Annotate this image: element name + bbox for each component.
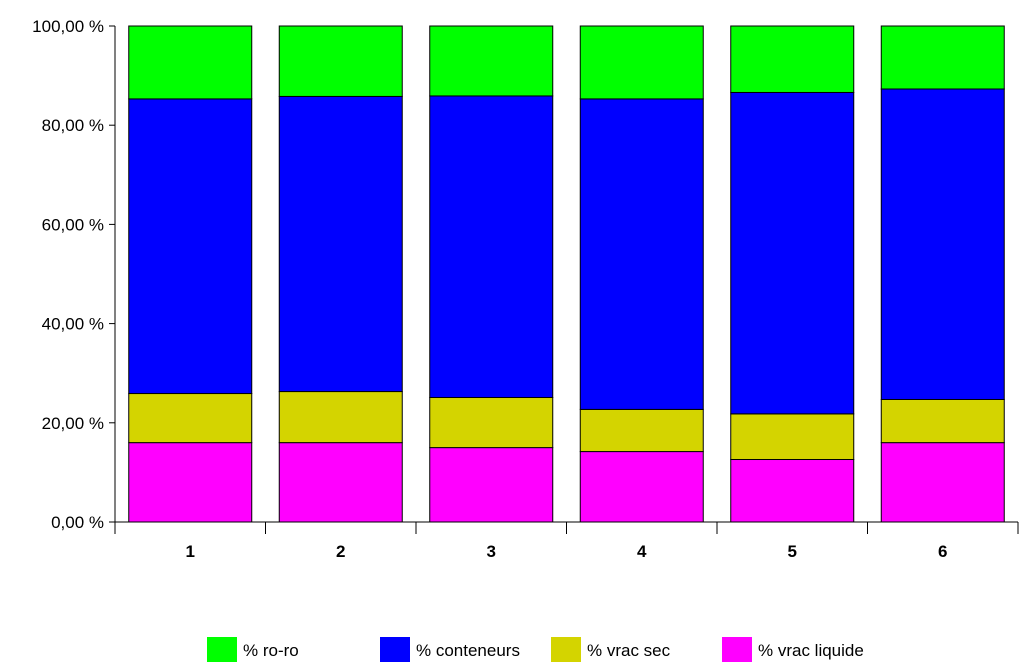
y-tick-label: 80,00 % — [42, 116, 104, 135]
bar-segment — [278, 95, 403, 393]
bar-segment — [128, 442, 253, 523]
x-tick-label: 4 — [637, 542, 647, 561]
bar-segment — [278, 442, 403, 523]
legend-swatch — [722, 637, 752, 662]
bar-segment — [579, 408, 704, 453]
bar-segment — [429, 397, 554, 449]
bar-segment — [579, 25, 704, 100]
bar-segment — [429, 25, 554, 97]
bar-segment — [880, 442, 1005, 523]
y-tick-label: 0,00 % — [51, 513, 104, 532]
legend-label: % vrac liquide — [758, 641, 864, 660]
x-tick-label: 3 — [487, 542, 496, 561]
bar-segment — [128, 98, 253, 395]
axes-layer: 0,00 % 20,00 % 40,00 % 60,00 % 80,00 % 100,00… — [32, 17, 1019, 561]
bar-segment — [880, 25, 1005, 90]
x-tick-label: 5 — [788, 542, 797, 561]
bars-layer — [128, 25, 1005, 523]
legend: % ro-ro % conteneurs % vrac sec % vrac liqu… — [207, 637, 864, 662]
bar-segment — [278, 391, 403, 444]
bar-segment — [579, 451, 704, 523]
bar-segment — [880, 398, 1005, 444]
y-tick-label: 20,00 % — [42, 414, 104, 433]
legend-label: % vrac sec — [587, 641, 671, 660]
legend-label: % ro-ro — [243, 641, 299, 660]
bar-segment — [730, 459, 855, 523]
bar-segment — [278, 25, 403, 97]
bar-segment — [730, 91, 855, 415]
legend-swatch — [207, 637, 237, 662]
bar-segment — [730, 413, 855, 461]
bar-segment — [579, 98, 704, 410]
y-tick-label: 100,00 % — [32, 17, 104, 36]
x-tick-label: 2 — [336, 542, 345, 561]
y-tick-label: 60,00 % — [42, 215, 104, 234]
legend-swatch — [380, 637, 410, 662]
x-tick-label: 6 — [938, 542, 947, 561]
bar-segment — [128, 25, 253, 100]
legend-swatch — [551, 637, 581, 662]
x-tick-label: 1 — [186, 542, 195, 561]
bar-segment — [128, 393, 253, 444]
bar-segment — [429, 95, 554, 399]
y-tick-label: 40,00 % — [42, 315, 104, 334]
bar-segment — [880, 88, 1005, 400]
bar-segment — [429, 447, 554, 523]
legend-label: % conteneurs — [416, 641, 520, 660]
bar-segment — [730, 25, 855, 93]
